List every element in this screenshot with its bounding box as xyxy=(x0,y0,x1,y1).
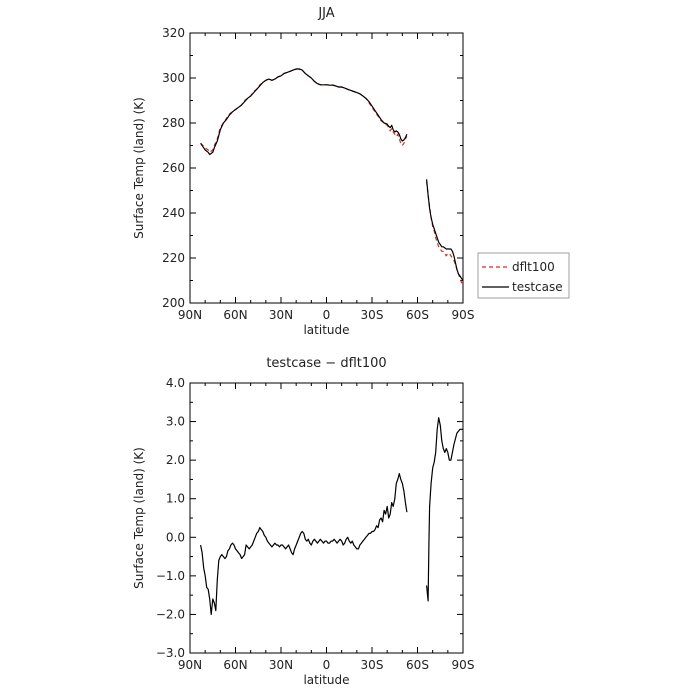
x-tick-label: 60S xyxy=(406,658,429,672)
legend: dflt100 testcase xyxy=(477,252,570,299)
y-tick-label: −2.0 xyxy=(156,607,185,621)
plot-frame xyxy=(189,382,464,654)
legend-box xyxy=(477,252,570,299)
y-tick-label: −3.0 xyxy=(156,646,185,660)
y-tick-label: 2.0 xyxy=(166,453,185,467)
y-tick-label: 220 xyxy=(162,251,185,265)
y-tick-label: 240 xyxy=(162,206,185,220)
x-tick-label: 60N xyxy=(223,658,247,672)
x-tick-label: 0 xyxy=(323,308,331,322)
x-tick-label: 60N xyxy=(223,308,247,322)
series-line-testcase-segment-1 xyxy=(426,179,464,281)
legend-label-dflt100: dflt100 xyxy=(512,260,555,274)
y-tick-label: 4.0 xyxy=(166,376,185,390)
y-tick-label: 260 xyxy=(162,161,185,175)
legend-label-testcase: testcase xyxy=(512,280,563,294)
x-tick-label: 90N xyxy=(178,658,202,672)
y-tick-label: 1.0 xyxy=(166,492,185,506)
x-tick-label: 30N xyxy=(269,658,293,672)
y-tick-label: −1.0 xyxy=(156,569,185,583)
y-axis-label: Surface Temp (land) (K) xyxy=(132,97,146,239)
x-tick-label: 0 xyxy=(323,658,331,672)
y-tick-label: 3.0 xyxy=(166,415,185,429)
x-axis-label: latitude xyxy=(303,673,349,687)
series-line-dflt100-segment-1 xyxy=(426,181,463,284)
y-axis-label: Surface Temp (land) (K) xyxy=(132,447,146,589)
y-tick-label: 0.0 xyxy=(166,530,185,544)
series-line-difference-segment-1 xyxy=(426,417,463,602)
series-line-testcase-segment-0 xyxy=(200,68,408,156)
y-tick-label: 300 xyxy=(162,71,185,85)
series-line-dflt100-segment-0 xyxy=(200,68,408,153)
series-line-difference-segment-0 xyxy=(200,473,408,616)
x-tick-label: 30N xyxy=(269,308,293,322)
plot-frame xyxy=(189,32,464,304)
x-axis-label: latitude xyxy=(303,323,349,337)
chart-title: testcase − dflt100 xyxy=(266,356,386,371)
x-tick-label: 90N xyxy=(178,308,202,322)
x-tick-label: 60S xyxy=(406,308,429,322)
top-chart-panel: 90N 60N 30N 0 30S 60S 90S 200 220 240 260 280 300 320… xyxy=(132,6,474,337)
y-tick-label: 280 xyxy=(162,116,185,130)
x-tick-label: 90S xyxy=(452,308,475,322)
chart-title: JJA xyxy=(317,6,334,21)
x-tick-label: 90S xyxy=(452,658,475,672)
x-tick-label: 30S xyxy=(361,308,384,322)
x-tick-label: 30S xyxy=(361,658,384,672)
bottom-chart-panel: 90N 60N 30N 0 30S 60S 90S −3.0 −2.0 −1.0 0.0 1.0 2.0… xyxy=(132,356,474,687)
y-tick-label: 320 xyxy=(162,26,185,40)
y-tick-label: 200 xyxy=(162,296,185,310)
